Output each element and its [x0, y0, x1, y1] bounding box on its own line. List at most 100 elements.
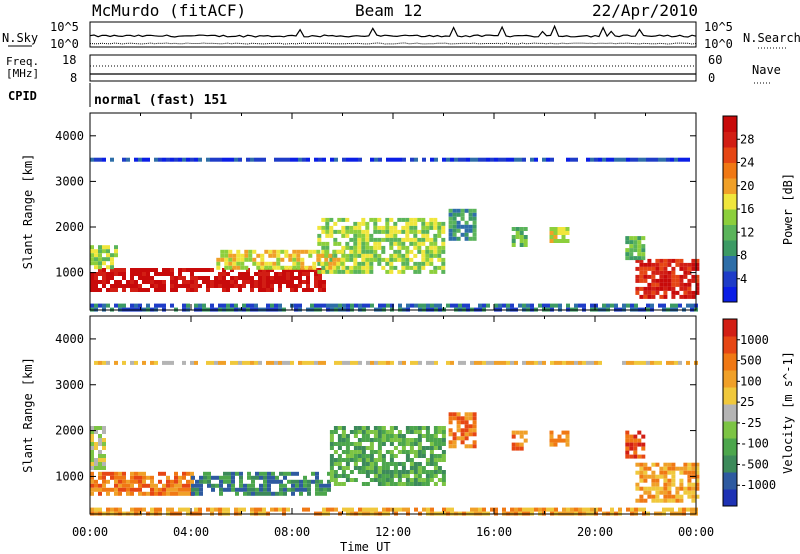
- range-cell: [98, 249, 102, 254]
- range-cell: [523, 227, 528, 231]
- range-cell: [655, 262, 660, 267]
- range-cell: [314, 276, 318, 280]
- colorbar-swatch: [723, 370, 737, 388]
- range-cell: [114, 245, 118, 250]
- range-cell: [643, 278, 648, 283]
- range-cell: [629, 248, 634, 253]
- range-cell: [377, 237, 382, 242]
- range-cell: [678, 360, 682, 365]
- time-tick-label: 08:00: [274, 525, 310, 539]
- range-cell: [410, 360, 414, 365]
- range-cell: [433, 241, 438, 246]
- range-cell: [106, 280, 110, 284]
- range-cell: [341, 253, 346, 258]
- range-cell: [417, 241, 422, 246]
- range-cell: [182, 487, 186, 492]
- range-cell: [118, 280, 122, 284]
- range-cell: [546, 507, 550, 512]
- range-cell: [290, 268, 294, 272]
- range-cell: [178, 157, 182, 162]
- range-cell: [90, 257, 94, 262]
- range-cell: [323, 491, 327, 496]
- range-cell: [641, 252, 646, 257]
- range-cell: [278, 280, 282, 284]
- range-cell: [142, 479, 146, 484]
- range-cell: [341, 269, 346, 274]
- range-cell: [315, 471, 319, 476]
- range-cell: [675, 498, 680, 503]
- range-cell: [472, 228, 477, 233]
- range-cell: [369, 430, 374, 434]
- range-cell: [441, 450, 446, 454]
- range-cell: [333, 470, 338, 474]
- range-cell: [647, 474, 652, 479]
- colorbar-swatch: [723, 271, 737, 287]
- range-cell: [357, 261, 362, 266]
- range-cell: [361, 426, 366, 430]
- range-cell: [421, 221, 426, 226]
- range-cell: [454, 303, 458, 308]
- range-cell: [691, 494, 696, 499]
- range-cell: [294, 276, 298, 280]
- range-cell: [246, 157, 250, 162]
- range-cell: [413, 462, 418, 466]
- range-cell: [94, 249, 98, 254]
- range-cell: [389, 454, 394, 458]
- range-cell: [456, 236, 461, 241]
- range-cell: [519, 442, 524, 447]
- range-cell: [138, 479, 142, 484]
- range-cell: [150, 491, 154, 496]
- range-cell: [691, 462, 696, 467]
- range-cell: [691, 466, 696, 471]
- range-cell: [90, 454, 94, 458]
- range-cell: [324, 253, 329, 258]
- range-cell: [511, 239, 516, 243]
- range-cell: [302, 288, 306, 292]
- range-cell: [130, 475, 134, 480]
- range-cell: [598, 157, 602, 162]
- range-cell: [635, 286, 640, 291]
- range-cell: [283, 491, 287, 496]
- range-cell: [562, 360, 566, 365]
- range-cell: [373, 466, 378, 470]
- range-cell: [393, 233, 398, 238]
- range-cell: [490, 507, 494, 512]
- range-cell: [647, 486, 652, 491]
- range-cell: [667, 462, 672, 467]
- range-cell: [498, 360, 502, 365]
- range-cell: [426, 360, 430, 365]
- range-cell: [590, 303, 594, 308]
- range-cell: [357, 229, 362, 234]
- range-cell: [511, 442, 516, 447]
- range-cell: [409, 438, 414, 442]
- range-cell: [409, 237, 414, 242]
- range-cell: [122, 276, 126, 280]
- range-cell: [421, 470, 426, 474]
- range-cell: [378, 303, 382, 308]
- range-cell: [637, 442, 642, 447]
- range-cell: [178, 483, 182, 488]
- range-cell: [667, 278, 672, 283]
- range-cell: [421, 446, 426, 450]
- range-cell: [130, 280, 134, 284]
- range-cell: [433, 253, 438, 258]
- range-cell: [425, 478, 430, 482]
- range-cell: [142, 507, 146, 512]
- range-cell: [413, 450, 418, 454]
- range-cell: [190, 479, 194, 484]
- range-cell: [320, 253, 325, 258]
- range-cell: [687, 462, 692, 467]
- colorbar-swatch: [723, 353, 737, 371]
- range-cell: [231, 483, 235, 488]
- range-cell: [429, 221, 434, 226]
- range-cell: [341, 434, 346, 438]
- range-cell: [282, 268, 286, 272]
- range-cell: [146, 303, 150, 308]
- noise-right-label: N.Search: [743, 31, 800, 45]
- range-cell: [110, 253, 114, 258]
- range-cell: [464, 416, 469, 421]
- range-cell: [406, 507, 410, 512]
- range-cell: [315, 491, 319, 496]
- range-cell: [510, 360, 514, 365]
- range-cell: [259, 491, 263, 496]
